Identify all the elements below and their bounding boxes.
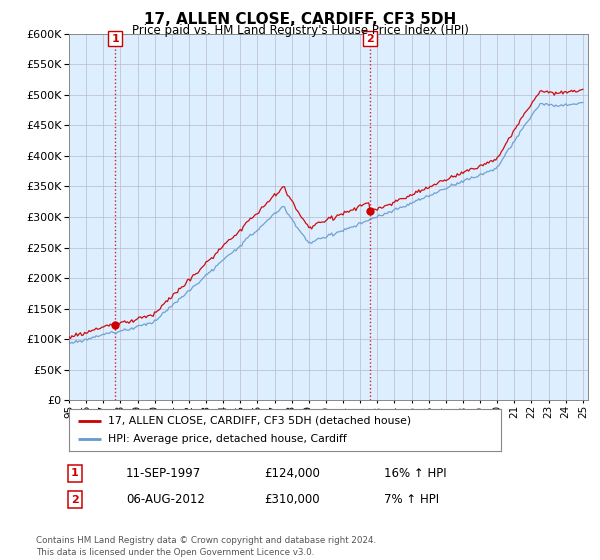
Text: 17, ALLEN CLOSE, CARDIFF, CF3 5DH (detached house): 17, ALLEN CLOSE, CARDIFF, CF3 5DH (detac… [108, 416, 411, 426]
Text: £124,000: £124,000 [264, 466, 320, 480]
Text: 2: 2 [366, 34, 374, 44]
Text: Contains HM Land Registry data © Crown copyright and database right 2024.
This d: Contains HM Land Registry data © Crown c… [36, 536, 376, 557]
Text: HPI: Average price, detached house, Cardiff: HPI: Average price, detached house, Card… [108, 434, 347, 444]
Text: Price paid vs. HM Land Registry's House Price Index (HPI): Price paid vs. HM Land Registry's House … [131, 24, 469, 37]
Text: 16% ↑ HPI: 16% ↑ HPI [384, 466, 446, 480]
Text: 11-SEP-1997: 11-SEP-1997 [126, 466, 201, 480]
Text: £310,000: £310,000 [264, 493, 320, 506]
Text: 7% ↑ HPI: 7% ↑ HPI [384, 493, 439, 506]
Text: 06-AUG-2012: 06-AUG-2012 [126, 493, 205, 506]
Text: 17, ALLEN CLOSE, CARDIFF, CF3 5DH: 17, ALLEN CLOSE, CARDIFF, CF3 5DH [144, 12, 456, 27]
Text: 1: 1 [111, 34, 119, 44]
Text: 2: 2 [71, 494, 79, 505]
Text: 1: 1 [71, 468, 79, 478]
